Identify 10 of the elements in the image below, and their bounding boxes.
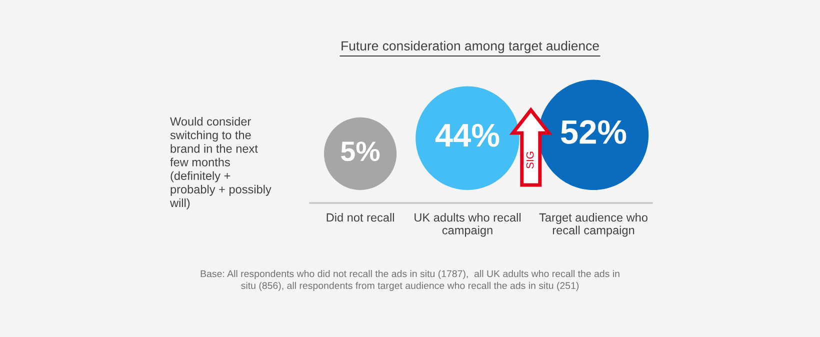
data-label: 52% <box>561 120 626 144</box>
category-label: UK adults who recall campaign <box>414 213 521 237</box>
category-label: Did not recall <box>326 213 394 222</box>
text: Would consider switching to the brand in the next few months (definitely + probably + possibly will) <box>170 117 272 210</box>
data-label: 5% <box>341 142 380 162</box>
text: SIG <box>526 152 534 168</box>
text: Future consideration among target audience <box>342 40 599 54</box>
category-label: Target audience who recall campaign <box>539 213 648 237</box>
data-label: 44% <box>435 124 500 147</box>
text: Base: All respondents who did not recall the ads in situ (1787), all UK adults who recall the ads in situ (856), all respondents from target audience who recall the ads in situ (251) <box>200 270 620 291</box>
